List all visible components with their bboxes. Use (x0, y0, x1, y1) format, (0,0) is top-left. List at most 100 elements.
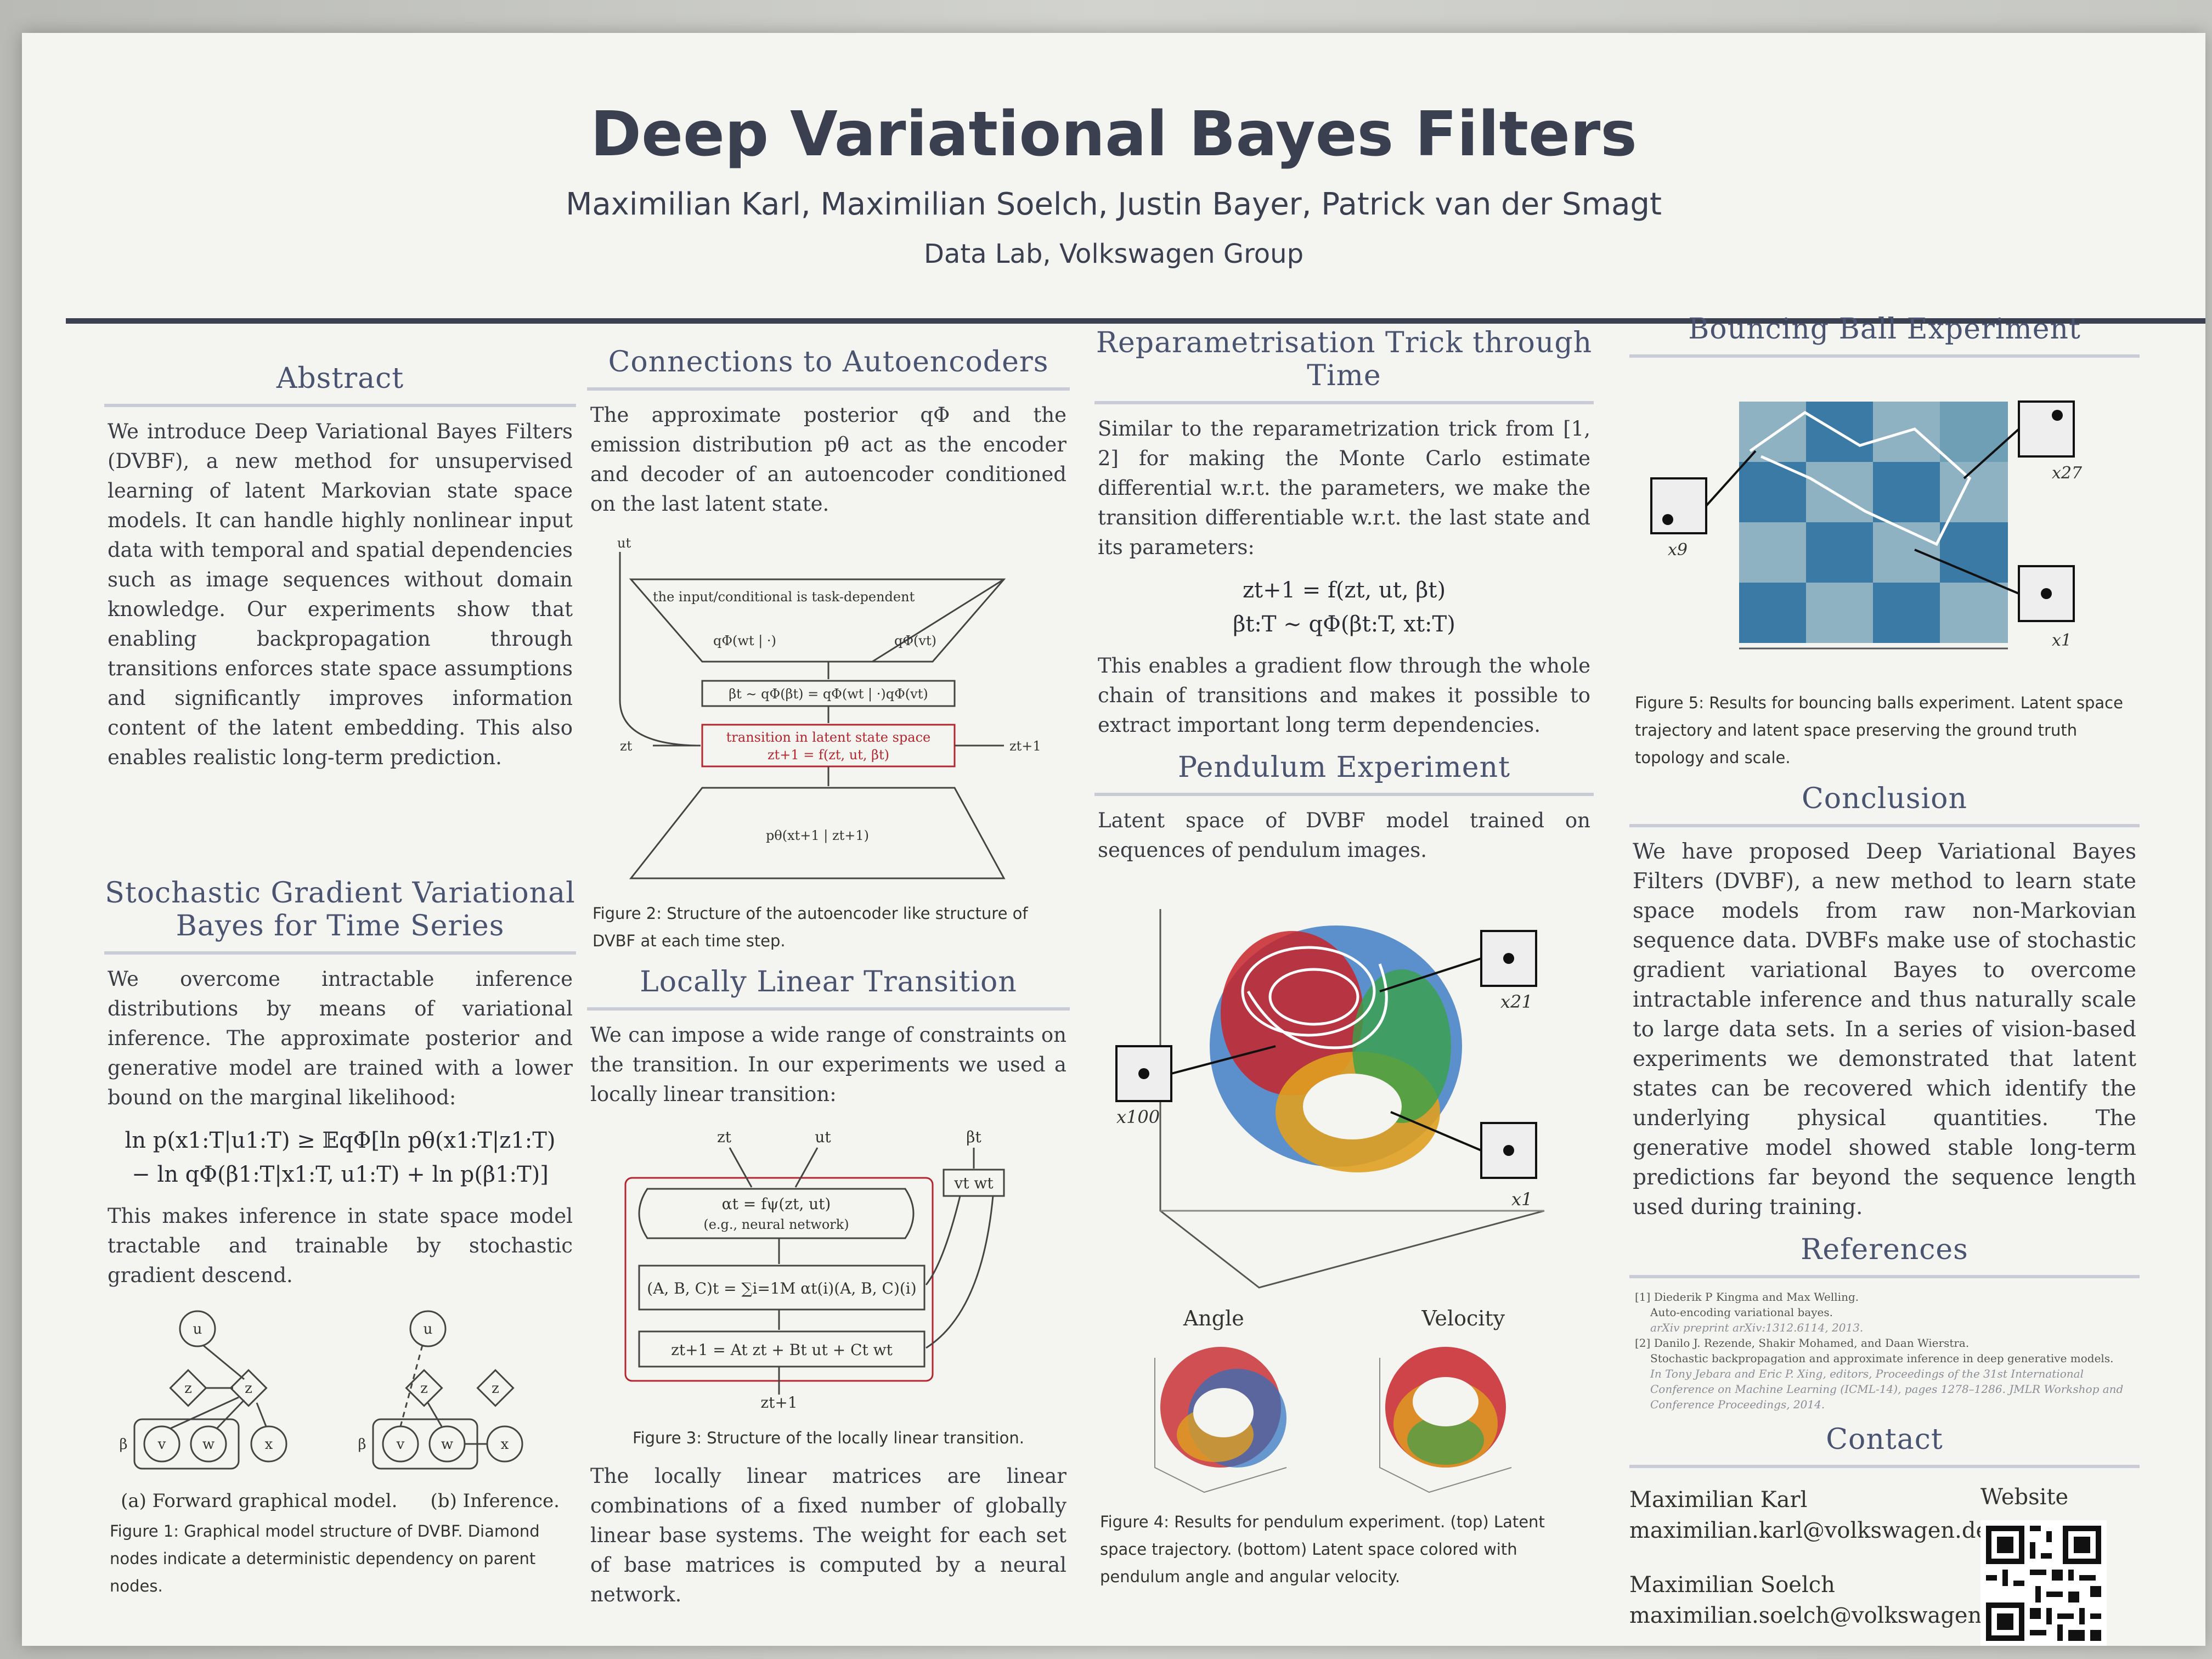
fig3-betat: βt (966, 1128, 981, 1146)
fig1-subcaption-b: (b) Inference. (430, 1490, 560, 1512)
fig1b-node-z-next: z (492, 1380, 499, 1397)
locally-linear-text-2: The locally linear matrices are linear c… (590, 1464, 1066, 1606)
fig1b-node-x: x (501, 1436, 509, 1453)
fig3-znext: zt+1 = At zt + Bt ut + Ct wt (671, 1341, 893, 1359)
pendulum-latent-hole (1303, 1074, 1402, 1139)
fig2-zt: zt (620, 738, 633, 754)
fig1a-node-w: w (202, 1436, 215, 1453)
fig3-alpha-1: αt = fψ(zt, ut) (722, 1195, 831, 1213)
fig2-qw: qΦ(wt | ·) (713, 633, 776, 649)
sgvb-equation: ln p(x1:T|u1:T) ≥ 𝔼qΦ[ln pθ(x1:T|z1:T) −… (104, 1124, 576, 1192)
poster-title: Deep Variational Bayes Filters (590, 99, 1637, 170)
x27-ball (2052, 410, 2063, 421)
sgvb-eq-line-2: − ln qΦ(β1:T|x1:T, u1:T) + ln p(β1:T)] (132, 1162, 549, 1187)
figure-4-pendulum-plot: x21 x100 x1 (1115, 909, 1545, 1289)
fig1a-node-u: u (193, 1321, 202, 1338)
poster-authors: Maximilian Karl, Maximilian Soelch, Just… (566, 187, 1662, 222)
locally-linear-text-1: We can impose a wide range of constraint… (590, 1023, 1066, 1106)
fig2-ut: ut (617, 535, 631, 551)
x1-ball (1503, 1145, 1514, 1156)
fig2-decoder: pθ(xt+1 | zt+1) (766, 828, 869, 844)
fig1b-node-w: w (441, 1436, 453, 1453)
fig1a-node-v: v (157, 1436, 166, 1453)
figure-4-caption: Figure 4: Results for pendulum experimen… (1100, 1513, 1545, 1586)
pendulum-text: Latent space of DVBF model trained on se… (1098, 809, 1590, 862)
fig1b-node-z: z (420, 1380, 428, 1397)
figure-3-caption: Figure 3: Structure of the locally linea… (633, 1429, 1024, 1447)
website-qr-code[interactable] (1980, 1520, 2107, 1646)
fig1b-node-u: u (424, 1321, 433, 1338)
reparam-text-2: This enables a gradient flow through the… (1098, 654, 1590, 737)
ref-1-title: Auto-encoding variational bayes. (1650, 1306, 1833, 1319)
ref-2-title: Stochastic backpropagation and approxima… (1650, 1352, 2114, 1365)
figure-5-caption: Figure 5: Results for bouncing balls exp… (1635, 693, 2123, 767)
figure-5-bouncing-ball: x27 x9 x1 (1650, 400, 2083, 650)
pendulum-velocity-label: Velocity (1421, 1306, 1505, 1330)
fig3-zt: zt (717, 1128, 732, 1146)
ref-2-venue: In Tony Jebara and Eric P. Xing, editors… (1650, 1367, 2124, 1411)
figure-3-locally-linear: zt ut βt vt wt αt = fψ(zt, ut) (e.g., ne… (624, 1128, 1005, 1412)
header-rule (66, 318, 2205, 324)
fig3-vw: vt wt (953, 1174, 994, 1192)
x100-ball (1138, 1068, 1149, 1079)
angle-plot (1154, 1347, 1287, 1493)
fig3-alpha-2: (e.g., neural network) (703, 1217, 849, 1232)
fig1a-node-z: z (184, 1380, 192, 1397)
contact-name-2: Maximilian Soelch (1629, 1572, 1835, 1598)
bouncing-label-x1: x1 (2052, 631, 2072, 650)
contact-name-1: Maximilian Karl (1629, 1487, 1808, 1513)
fig1b-node-beta: β (358, 1436, 366, 1453)
bouncing-label-x27: x27 (2052, 464, 2083, 483)
contact-email-1[interactable]: maximilian.karl@volkswagen.de (1629, 1518, 1989, 1543)
autoencoders-heading: Connections to Autoencoders (587, 346, 1070, 391)
fig3-abc: (A, B, C)t = ∑i=1M αt(i)(A, B, C)(i) (647, 1279, 916, 1297)
locally-linear-heading: Locally Linear Transition (587, 966, 1070, 1011)
conclusion-heading: Conclusion (1629, 782, 2140, 827)
fig3-ut: ut (815, 1128, 831, 1146)
bouncing-trajectory (1749, 411, 1972, 546)
fig1-subcaption-a: (a) Forward graphical model. (121, 1490, 398, 1512)
velocity-plot (1379, 1347, 1512, 1493)
sgvb-eq-line-1: ln p(x1:T|u1:T) ≥ 𝔼qΦ[ln pθ(x1:T|z1:T) (125, 1128, 556, 1153)
fig3-zout: zt+1 (760, 1393, 797, 1411)
pendulum-latent-red (1221, 931, 1363, 1096)
x9-ball (1662, 514, 1673, 525)
contact-person-2: Maximilian Soelch maximilian.soelch@volk… (1629, 1570, 2016, 1631)
bouncing-heading: Bouncing Ball Experiment (1629, 313, 2140, 358)
pendulum-trajectory (1241, 946, 1388, 1049)
fig2-beta-eq: βt ∼ qΦ(βt) = qΦ(wt | ·)qΦ(vt) (729, 686, 928, 702)
sgvb-text-2: This makes inference in state space mode… (108, 1204, 573, 1287)
column-3: Reparametrisation Trick through Time Sim… (1094, 326, 1594, 1596)
pendulum-heading: Pendulum Experiment (1094, 751, 1594, 796)
reparam-eq-line-2: βt:T ∼ qΦ(βt:T, xt:T) (1233, 612, 1455, 637)
contact-person-1: Maximilian Karl maximilian.karl@volkswag… (1629, 1485, 1989, 1546)
fig2-transition-label: transition in latent state space (726, 730, 930, 745)
figure-1-caption: Figure 1: Graphical model structure of D… (110, 1522, 540, 1595)
bouncing-label-x9: x9 (1668, 540, 1688, 560)
fig1a-node-beta: β (119, 1436, 127, 1453)
conclusion-text: We have proposed Deep Variational Bayes … (1633, 839, 2136, 1220)
pendulum-label-x1: x1 (1511, 1189, 1532, 1210)
fig1a-node-z-next: z (245, 1380, 252, 1397)
fig2-input-note: the input/conditional is task-dependent (653, 589, 915, 605)
fig2-zt1: zt+1 (1009, 738, 1041, 754)
ref-2-authors: [2] Danilo J. Rezende, Shakir Mohamed, a… (1635, 1336, 1970, 1350)
references-list: [1] Diederik P Kingma and Max Welling. A… (1635, 1289, 2134, 1412)
figure-4-small-plots (1154, 1347, 1512, 1493)
pendulum-label-x21: x21 (1500, 991, 1533, 1012)
x1-ball-bouncing (2041, 588, 2052, 599)
fig2-transition-eq: zt+1 = f(zt, ut, βt) (768, 747, 889, 763)
figure-2-autoencoder: ut the input/conditional is task-depende… (617, 535, 1041, 879)
reparam-text-1: Similar to the reparametrization trick f… (1098, 417, 1590, 559)
abstract-heading: Abstract (104, 362, 576, 407)
contact-email-2[interactable]: maximilian.soelch@volkswagen.de (1629, 1603, 2016, 1628)
autoencoders-text: The approximate posterior qΦ and the emi… (590, 403, 1066, 516)
website-label: Website (1980, 1485, 2069, 1510)
references-heading: References (1629, 1233, 2140, 1278)
bouncing-latent-grid (1739, 402, 2008, 643)
poster-affiliation: Data Lab, Volkswagen Group (923, 239, 1304, 269)
fig1a-node-x: x (265, 1436, 273, 1453)
ref-1-authors: [1] Diederik P Kingma and Max Welling. (1635, 1290, 1859, 1304)
fig1b-node-v: v (396, 1436, 405, 1453)
reparam-heading: Reparametrisation Trick through Time (1094, 326, 1594, 404)
